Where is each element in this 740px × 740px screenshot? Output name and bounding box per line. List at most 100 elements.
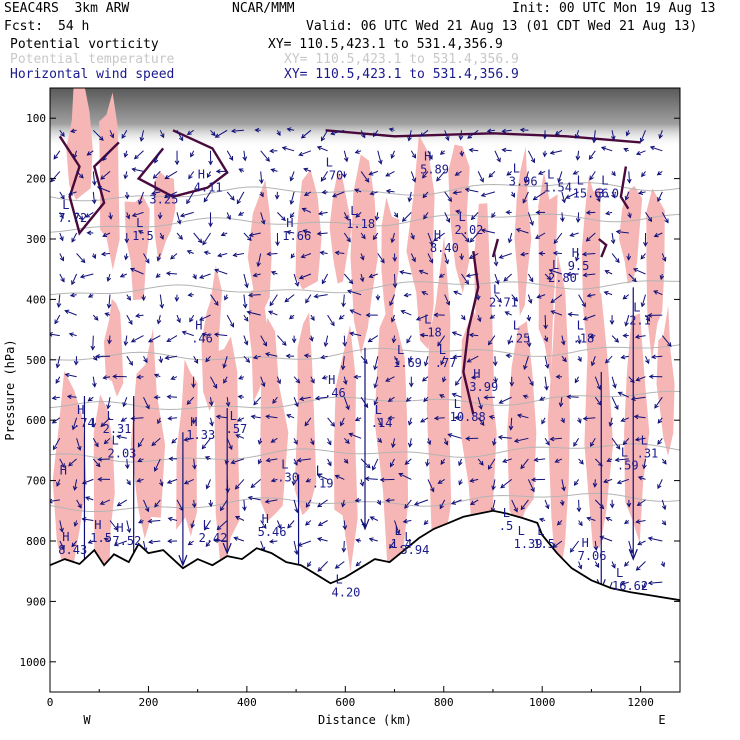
wind-vector bbox=[627, 212, 632, 219]
wind-head bbox=[265, 457, 271, 463]
wind-shaft bbox=[321, 273, 329, 284]
wind-vector bbox=[349, 331, 362, 337]
wind-vector bbox=[493, 253, 499, 267]
wind-shaft bbox=[104, 437, 111, 444]
wind-vector bbox=[343, 458, 349, 464]
wind-head bbox=[197, 238, 203, 244]
wind-vector bbox=[586, 293, 596, 298]
wind-head bbox=[56, 303, 62, 308]
wind-head bbox=[95, 353, 100, 359]
wind-head bbox=[647, 536, 653, 542]
wind-shaft bbox=[248, 496, 261, 501]
wind-shaft bbox=[380, 478, 395, 481]
wind-head bbox=[153, 466, 159, 472]
wind-head bbox=[102, 156, 107, 162]
wind-shaft bbox=[645, 314, 651, 322]
wind-shaft bbox=[284, 294, 295, 303]
wind-head bbox=[479, 421, 485, 426]
wind-vector bbox=[301, 207, 312, 213]
wind-shaft bbox=[521, 253, 529, 256]
wind-vector bbox=[554, 129, 563, 136]
wind-vector bbox=[327, 314, 335, 327]
wind-vector bbox=[286, 414, 295, 419]
wind-head bbox=[423, 397, 428, 403]
wind-shaft bbox=[625, 314, 630, 326]
wind-vector bbox=[226, 314, 234, 328]
wind-vector bbox=[203, 191, 211, 203]
wind-vector bbox=[242, 499, 247, 512]
wind-vector bbox=[541, 417, 546, 425]
wind-head bbox=[136, 478, 142, 483]
wind-head bbox=[407, 197, 413, 203]
wind-head bbox=[480, 192, 486, 197]
wind-vector bbox=[444, 212, 451, 223]
wind-head bbox=[287, 523, 292, 529]
wind-vector bbox=[550, 310, 563, 316]
wind-shaft bbox=[469, 149, 479, 152]
wind-head bbox=[596, 385, 602, 391]
wind-vector bbox=[268, 310, 278, 316]
wind-head bbox=[582, 416, 588, 421]
wind-shaft bbox=[321, 130, 329, 141]
wind-head bbox=[538, 517, 544, 523]
wind-vector bbox=[494, 150, 501, 163]
wind-head bbox=[203, 197, 209, 203]
wind-vector bbox=[578, 458, 584, 465]
wind-head bbox=[535, 234, 540, 239]
wind-vector bbox=[524, 171, 529, 184]
wind-head bbox=[423, 214, 428, 220]
wind-head bbox=[189, 317, 194, 323]
wind-vector bbox=[439, 150, 446, 155]
wind-head bbox=[166, 394, 172, 400]
wind-head bbox=[574, 378, 580, 384]
wind-head bbox=[408, 382, 414, 388]
wind-vector bbox=[440, 356, 446, 366]
wind-shaft bbox=[423, 212, 429, 219]
extremum-marker: L bbox=[395, 524, 402, 538]
wind-shaft bbox=[180, 211, 194, 217]
wind-shaft bbox=[317, 538, 328, 542]
wind-shaft bbox=[466, 273, 479, 277]
wind-vector bbox=[452, 190, 462, 195]
wind-vector bbox=[206, 171, 212, 179]
wind-head bbox=[204, 525, 209, 531]
wind-head bbox=[627, 213, 632, 219]
wind-head bbox=[543, 324, 548, 330]
wind-shaft bbox=[421, 291, 429, 296]
wind-shaft bbox=[154, 150, 161, 163]
wind-vector bbox=[392, 253, 398, 262]
wind-head bbox=[289, 213, 295, 219]
wind-shaft bbox=[611, 232, 615, 244]
wind-vector bbox=[87, 539, 94, 544]
wind-vector bbox=[498, 253, 512, 259]
wind-head bbox=[346, 237, 351, 243]
wind-vector bbox=[527, 212, 534, 226]
wind-vector bbox=[147, 518, 161, 524]
wind-head bbox=[159, 234, 164, 240]
wind-vector bbox=[511, 294, 519, 302]
wind-head bbox=[208, 401, 214, 407]
wind-vector bbox=[410, 232, 415, 240]
wind-shaft bbox=[522, 191, 529, 204]
wind-vector bbox=[377, 253, 385, 264]
wind-vector bbox=[51, 395, 60, 401]
wind-shaft bbox=[370, 191, 378, 195]
wind-head bbox=[626, 502, 632, 508]
wind-vector bbox=[557, 171, 563, 184]
wind-head bbox=[635, 566, 641, 571]
wind-head bbox=[639, 137, 645, 143]
wind-vector bbox=[657, 191, 663, 203]
wind-head bbox=[284, 297, 290, 303]
wind-head bbox=[242, 156, 248, 162]
wind-vector bbox=[590, 438, 596, 447]
wind-head bbox=[575, 155, 581, 161]
wind-shaft bbox=[467, 355, 479, 363]
wind-vector bbox=[661, 212, 669, 224]
wind-vector bbox=[441, 376, 447, 383]
wind-head bbox=[591, 138, 597, 144]
wind-shaft bbox=[611, 335, 619, 343]
wind-head bbox=[458, 461, 463, 467]
wind-vector bbox=[555, 374, 562, 380]
wind-head bbox=[605, 210, 611, 216]
wind-head bbox=[327, 440, 332, 446]
